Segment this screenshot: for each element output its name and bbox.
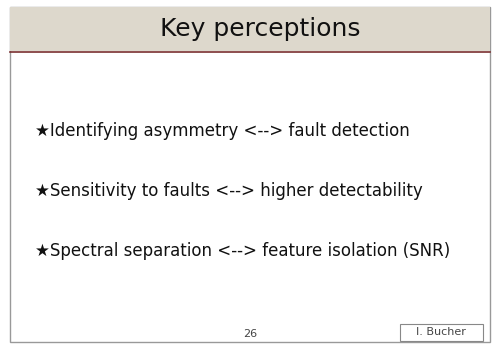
Bar [400, 324, 482, 341]
Text: 26: 26 [243, 329, 257, 339]
Text: Key perceptions: Key perceptions [160, 17, 360, 41]
Text: ★Identifying asymmetry <--> fault detection: ★Identifying asymmetry <--> fault detect… [35, 122, 410, 139]
Text: ★Spectral separation <--> feature isolation (SNR): ★Spectral separation <--> feature isolat… [35, 242, 450, 259]
Bar [10, 7, 490, 51]
Text: I. Bucher: I. Bucher [416, 327, 466, 337]
Text: ★Sensitivity to faults <--> higher detectability: ★Sensitivity to faults <--> higher detec… [35, 182, 423, 199]
